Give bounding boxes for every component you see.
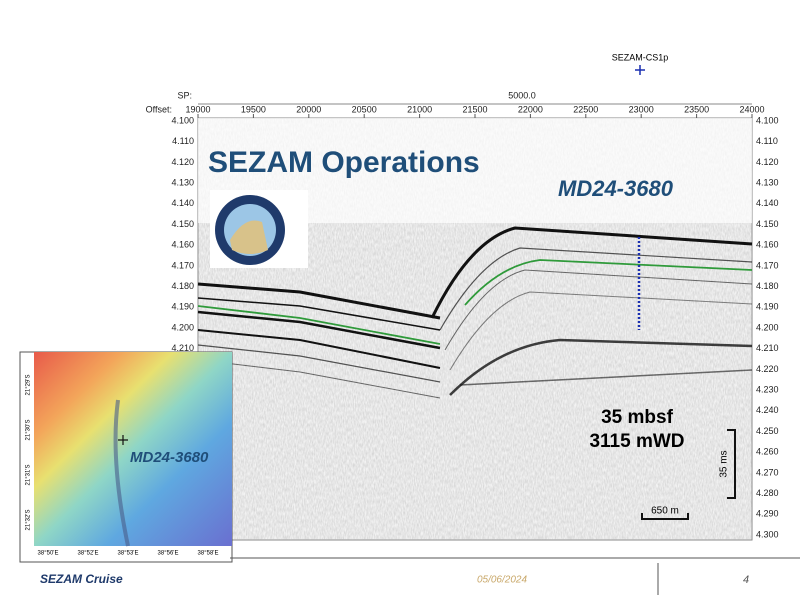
time-tick-label-right: 4.170 bbox=[756, 260, 779, 270]
horizon-left bbox=[197, 305, 441, 345]
water-depth: 3115 mWD bbox=[589, 431, 684, 452]
time-tick-label-right: 4.220 bbox=[756, 364, 779, 374]
time-tick-label-right: 4.270 bbox=[756, 467, 779, 477]
time-tick-label-right: 4.120 bbox=[756, 157, 779, 167]
time-tick-label-left: 4.100 bbox=[171, 115, 194, 125]
sp-label: SP: bbox=[177, 90, 192, 100]
core-label: MD24-3680 bbox=[558, 176, 674, 201]
offset-tick-label: 23000 bbox=[629, 104, 654, 114]
offset-tick-label: 23500 bbox=[684, 104, 709, 114]
time-tick-label-left: 4.130 bbox=[171, 177, 194, 187]
offset-tick-label: 21500 bbox=[462, 104, 487, 114]
time-tick-label-left: 4.170 bbox=[171, 260, 194, 270]
reflectors bbox=[197, 226, 753, 399]
offset-tick-label: 24000 bbox=[739, 104, 764, 114]
depth-bsf: 35 mbsf bbox=[601, 407, 673, 428]
horizon-right bbox=[464, 259, 753, 306]
map-lat-label: 21°29'S bbox=[26, 375, 32, 396]
bathymetry-map bbox=[34, 352, 232, 546]
time-tick-label-right: 4.250 bbox=[756, 426, 779, 436]
offset-tick-label: 20500 bbox=[352, 104, 377, 114]
cruise-label: SEZAM Cruise bbox=[40, 572, 123, 586]
site-marker bbox=[635, 65, 645, 75]
time-tick-label-right: 4.110 bbox=[756, 136, 778, 146]
offset-tick-label: 20000 bbox=[296, 104, 321, 114]
time-tick-label-left: 4.140 bbox=[171, 198, 194, 208]
page-number: 4 bbox=[743, 574, 749, 586]
site-label: SEZAM-CS1p bbox=[612, 52, 669, 62]
time-tick-label-left: 4.120 bbox=[171, 157, 194, 167]
canyon bbox=[113, 399, 130, 547]
map-lon-label: 38°53'E bbox=[118, 551, 139, 557]
time-tick-label-right: 4.200 bbox=[756, 322, 779, 332]
slide-title: SEZAM Operations bbox=[208, 146, 480, 179]
logo bbox=[215, 195, 285, 265]
time-tick-label-right: 4.160 bbox=[756, 240, 779, 250]
offset-tick-label: 21000 bbox=[407, 104, 432, 114]
time-tick-label-left: 4.210 bbox=[171, 343, 194, 353]
date: 05/06/2024 bbox=[477, 575, 527, 586]
time-tick-label-right: 4.100 bbox=[756, 115, 779, 125]
time-tick-label-right: 4.300 bbox=[756, 529, 779, 539]
time-tick-label-left: 4.160 bbox=[171, 240, 194, 250]
time-tick-label-left: 4.200 bbox=[171, 322, 194, 332]
offset-tick-label: 19500 bbox=[241, 104, 266, 114]
map-lon-label: 38°58'E bbox=[198, 551, 219, 557]
time-tick-label-left: 4.150 bbox=[171, 219, 194, 229]
time-tick-label-left: 4.190 bbox=[171, 302, 194, 312]
vertical-scale-bar bbox=[727, 429, 736, 499]
time-tick-label-right: 4.280 bbox=[756, 488, 779, 498]
map-lat-label: 21°31'S bbox=[26, 465, 32, 486]
time-tick-label-right: 4.240 bbox=[756, 405, 779, 415]
time-tick-label-right: 4.180 bbox=[756, 281, 779, 291]
time-tick-label-right: 4.150 bbox=[756, 219, 779, 229]
horizontal-scale: 650 m bbox=[651, 506, 679, 517]
map-lon-label: 38°56'E bbox=[158, 551, 179, 557]
offset-label: Offset: bbox=[146, 104, 172, 114]
time-tick-label-right: 4.290 bbox=[756, 509, 779, 519]
time-tick-label-right: 4.210 bbox=[756, 343, 779, 353]
map-lat-label: 21°32'S bbox=[26, 510, 32, 531]
time-tick-label-right: 4.230 bbox=[756, 384, 779, 394]
map-core-label: MD24-3680 bbox=[130, 449, 209, 466]
vertical-scale: 35 ms bbox=[719, 450, 730, 477]
offset-tick-label: 22000 bbox=[518, 104, 543, 114]
map-lat-label: 21°30'S bbox=[26, 420, 32, 441]
time-tick-label-right: 4.260 bbox=[756, 447, 779, 457]
map-lon-label: 38°52'E bbox=[78, 551, 99, 557]
time-tick-label-right: 4.130 bbox=[756, 177, 779, 187]
sp-value: 5000.0 bbox=[508, 90, 536, 100]
map-core-marker bbox=[118, 435, 128, 445]
time-tick-label-right: 4.140 bbox=[756, 198, 779, 208]
offset-tick-label: 22500 bbox=[573, 104, 598, 114]
time-tick-label-left: 4.180 bbox=[171, 281, 194, 291]
map-lon-label: 38°50'E bbox=[38, 551, 59, 557]
offset-tick-label: 19000 bbox=[185, 104, 210, 114]
horizontal-scale-bar bbox=[641, 513, 689, 520]
time-tick-label-right: 4.190 bbox=[756, 302, 779, 312]
time-tick-label-left: 4.110 bbox=[172, 136, 194, 146]
